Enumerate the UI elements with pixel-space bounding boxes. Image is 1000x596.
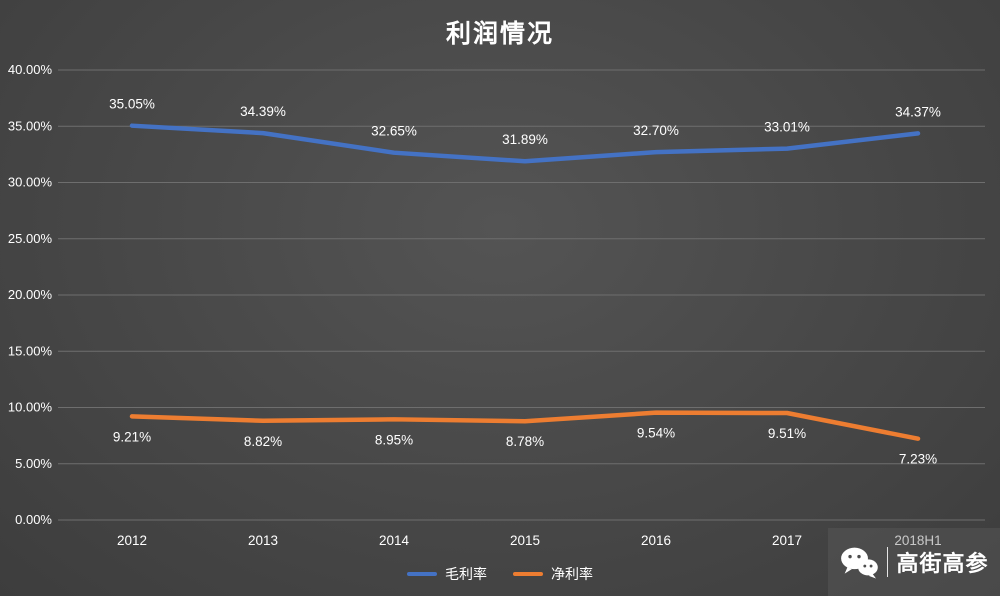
legend-item: 净利率 xyxy=(513,564,593,584)
x-axis-tick-label: 2014 xyxy=(379,533,410,548)
legend-label: 净利率 xyxy=(551,566,593,582)
legend-swatch xyxy=(513,572,543,576)
data-label: 32.65% xyxy=(371,124,417,139)
legend-item: 毛利率 xyxy=(407,564,487,584)
data-label: 8.78% xyxy=(506,434,544,449)
x-axis-tick-label: 2018H1 xyxy=(894,533,941,548)
data-label: 32.70% xyxy=(633,123,679,138)
data-label: 9.54% xyxy=(637,426,675,441)
y-axis-tick-label: 35.00% xyxy=(8,118,53,133)
x-axis-tick-label: 2012 xyxy=(117,533,147,548)
wechat-icon xyxy=(841,547,879,579)
watermark-divider xyxy=(887,547,889,577)
watermark: 高街高参 xyxy=(828,528,1000,596)
data-label: 8.95% xyxy=(375,432,413,447)
y-axis-tick-label: 20.00% xyxy=(8,287,53,302)
chart-legend: 毛利率 净利率 xyxy=(0,564,1000,584)
x-axis-tick-label: 2013 xyxy=(248,533,278,548)
y-axis-tick-label: 15.00% xyxy=(8,343,53,358)
data-label: 31.89% xyxy=(502,132,548,147)
x-axis-tick-label: 2015 xyxy=(510,533,540,548)
data-label: 8.82% xyxy=(244,434,282,449)
y-axis-tick-label: 30.00% xyxy=(8,175,53,190)
legend-swatch xyxy=(407,572,437,576)
legend-label: 毛利率 xyxy=(445,566,487,582)
data-label: 35.05% xyxy=(109,97,155,112)
y-axis-tick-label: 40.00% xyxy=(8,62,53,77)
watermark-text: 高街高参 xyxy=(896,551,989,576)
y-axis-tick-label: 25.00% xyxy=(8,231,53,246)
data-label: 7.23% xyxy=(899,452,937,467)
series-line-毛利率 xyxy=(129,123,921,164)
data-label: 9.21% xyxy=(113,429,151,444)
chart-title: 利润情况 xyxy=(445,20,554,48)
data-label: 9.51% xyxy=(768,426,806,441)
data-label: 34.39% xyxy=(240,104,286,119)
y-axis-tick-label: 5.00% xyxy=(15,456,52,471)
y-axis-tick-label: 0.00% xyxy=(15,512,52,527)
data-label: 34.37% xyxy=(895,104,941,119)
x-axis-tick-label: 2017 xyxy=(772,533,802,548)
y-axis-tick-label: 10.00% xyxy=(8,400,53,415)
series-line-净利率 xyxy=(129,410,921,441)
data-label: 33.01% xyxy=(764,120,810,135)
x-axis-tick-label: 2016 xyxy=(641,533,671,548)
